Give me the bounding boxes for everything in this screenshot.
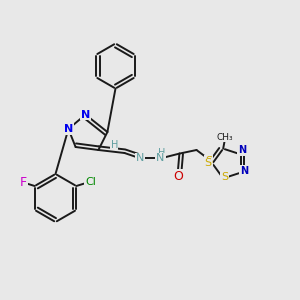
Text: S: S [204, 158, 211, 169]
Text: F: F [20, 176, 27, 189]
Text: S: S [205, 155, 212, 166]
Text: CH₃: CH₃ [216, 133, 233, 142]
Text: N: N [64, 124, 73, 134]
Text: N: N [81, 110, 90, 120]
Text: H: H [158, 148, 166, 158]
Text: S: S [221, 172, 228, 182]
Text: H: H [111, 140, 118, 150]
Text: N: N [240, 166, 248, 176]
Text: N: N [136, 153, 145, 164]
Text: N: N [238, 145, 246, 155]
Text: O: O [173, 170, 183, 183]
Text: Cl: Cl [85, 177, 96, 188]
Text: N: N [156, 153, 165, 164]
